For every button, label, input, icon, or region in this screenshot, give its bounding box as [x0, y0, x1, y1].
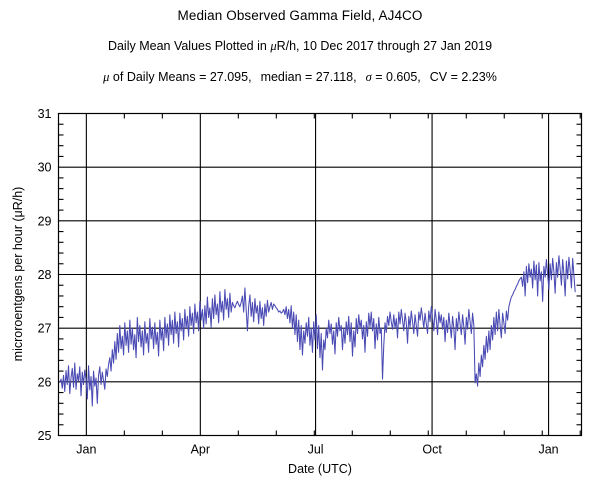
subtitle-mu-symbol: μ	[270, 39, 277, 53]
stats-cv-text: CV = 2.23%	[429, 70, 497, 84]
y-axis-tick-label: 31	[38, 107, 52, 121]
axis-minor-ticks	[58, 113, 582, 436]
y-axis-tick-label: 26	[38, 375, 52, 389]
x-axis-title: Date (UTC)	[288, 462, 352, 476]
chart-statistics-line: μ of Daily Means = 27.095, median = 27.11…	[0, 70, 600, 85]
grid-lines	[58, 113, 582, 436]
subtitle-post-text: R/h, 10 Dec 2017 through 27 Jan 2019	[276, 39, 493, 53]
x-axis-tick-label: Jan	[538, 443, 558, 457]
y-axis-title: microroentgens per hour (μR/h)	[11, 187, 25, 362]
stats-median-text: median = 27.118,	[260, 70, 357, 84]
y-axis-tick-label: 30	[38, 161, 52, 175]
chart-subtitle: Daily Mean Values Plotted in μR/h, 10 De…	[0, 39, 600, 54]
y-axis-tick-label: 27	[38, 322, 52, 336]
stats-mean-text: of Daily Means = 27.095,	[109, 70, 252, 84]
data-series-line	[59, 255, 576, 407]
x-axis-tick-label: Jul	[308, 443, 324, 457]
subtitle-pre-text: Daily Mean Values Plotted in	[107, 39, 271, 53]
stats-mu-symbol: μ	[103, 70, 110, 84]
y-axis-tick-label: 25	[38, 429, 52, 443]
chart-title: Median Observed Gamma Field, AJ4CO	[177, 8, 423, 23]
x-axis-tick-label: Apr	[191, 443, 210, 457]
x-axis-tick-label: Oct	[422, 443, 442, 457]
stats-sigma-symbol: σ	[365, 70, 372, 84]
x-axis-tick-labels: Jan Apr Jul Oct Jan	[76, 443, 558, 457]
y-axis-tick-labels: 25 26 27 28 29 30 31	[38, 107, 52, 443]
y-axis-tick-label: 28	[38, 268, 52, 282]
plot-frame	[57, 112, 583, 437]
x-axis-tick-label: Jan	[76, 443, 96, 457]
stats-sigma-text: = 0.605,	[371, 70, 421, 84]
y-axis-tick-label: 29	[38, 214, 52, 228]
